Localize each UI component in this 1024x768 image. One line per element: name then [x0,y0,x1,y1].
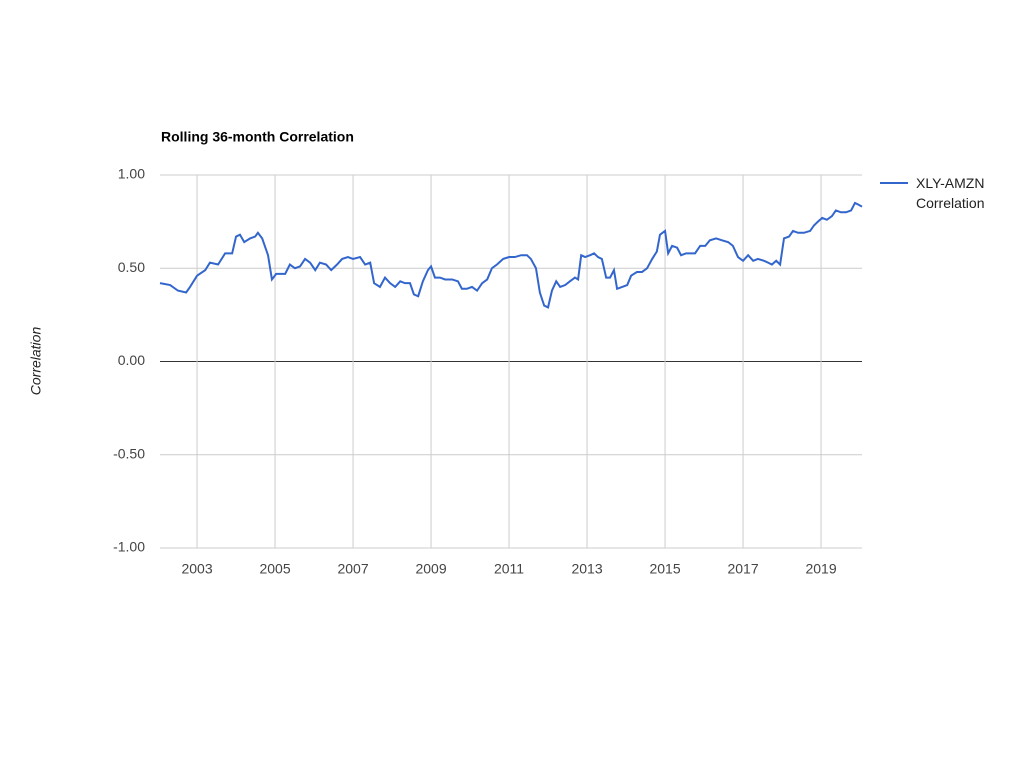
y-tick-label: -1.00 [113,539,145,555]
x-tick-label: 2019 [805,561,836,577]
y-tick-label: 1.00 [118,166,145,182]
x-tick-label: 2007 [337,561,368,577]
x-tick-label: 2017 [727,561,758,577]
y-tick-label: 0.50 [118,259,145,275]
y-tick-label: -0.50 [113,445,145,461]
legend-label: XLY-AMZN Correlation [916,175,985,211]
x-tick-label: 2003 [181,561,212,577]
x-tick-label: 2015 [649,561,680,577]
series-line [159,201,863,309]
chart-title: Rolling 36-month Correlation [161,129,354,145]
y-axis-title: Correlation [28,327,44,396]
x-tick-label: 2005 [259,561,290,577]
x-tick-label: 2011 [494,561,524,577]
x-tick-label: 2009 [415,561,446,577]
y-tick-label: 0.00 [118,352,145,368]
x-tick-label: 2013 [571,561,602,577]
